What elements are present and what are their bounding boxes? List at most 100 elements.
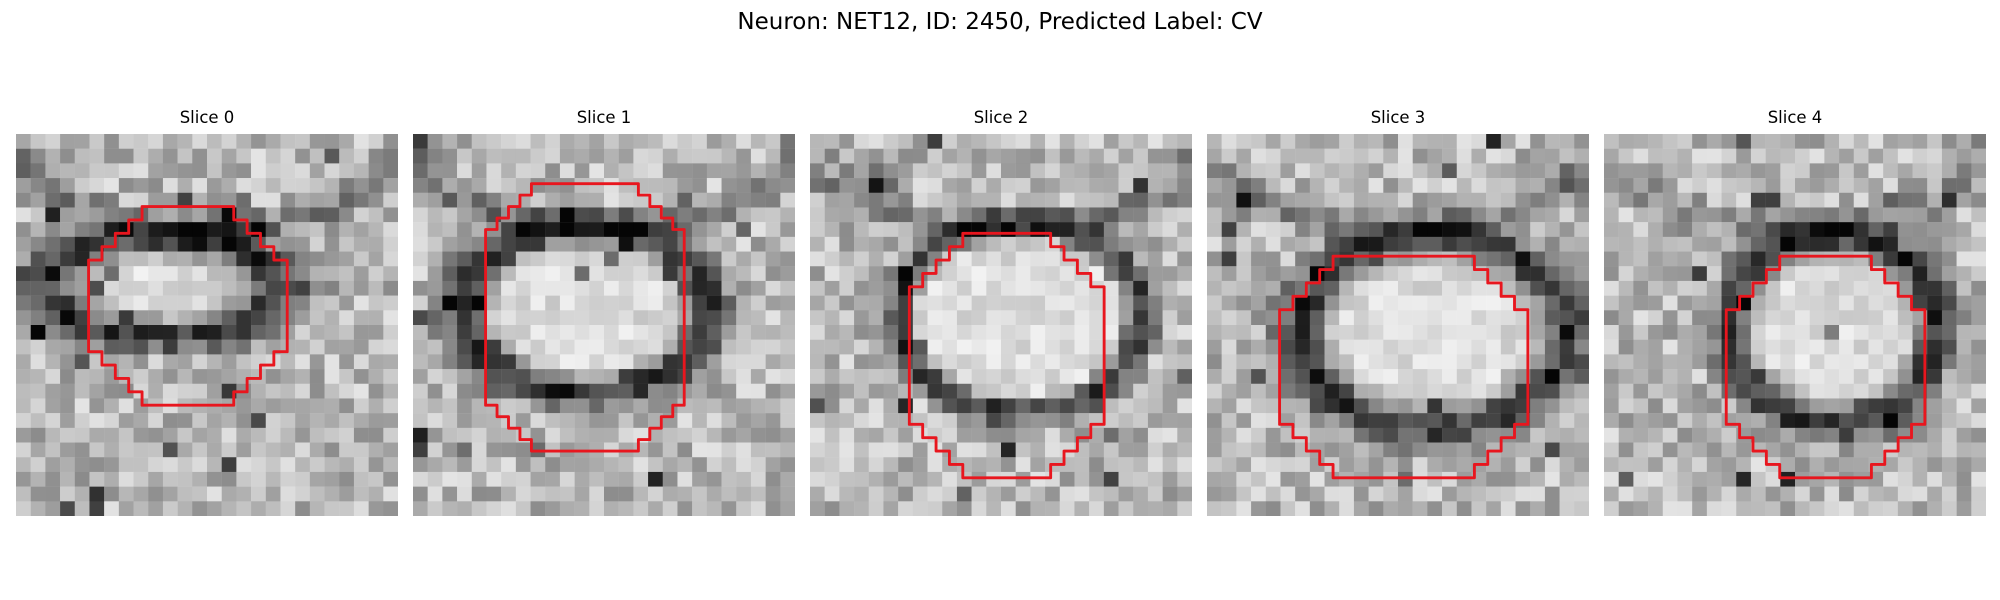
image-pixel bbox=[824, 442, 840, 458]
image-pixel bbox=[927, 148, 943, 164]
image-pixel bbox=[1236, 266, 1252, 282]
image-pixel bbox=[1103, 280, 1119, 296]
image-pixel bbox=[1309, 134, 1325, 149]
image-pixel bbox=[1118, 427, 1134, 443]
image-pixel bbox=[1883, 310, 1899, 326]
image-pixel bbox=[1486, 310, 1502, 326]
image-pixel bbox=[1398, 325, 1413, 340]
image-pixel bbox=[1648, 295, 1663, 311]
image-pixel bbox=[1265, 427, 1281, 443]
image-pixel bbox=[839, 148, 855, 164]
image-pixel bbox=[604, 325, 619, 340]
image-pixel bbox=[339, 178, 355, 193]
image-pixel bbox=[89, 207, 105, 223]
image-pixel bbox=[1030, 486, 1046, 502]
image-pixel bbox=[1721, 339, 1737, 355]
image-pixel bbox=[1574, 369, 1589, 384]
image-pixel bbox=[1207, 501, 1222, 516]
image-pixel bbox=[942, 427, 958, 443]
image-pixel bbox=[515, 310, 531, 326]
image-pixel bbox=[486, 163, 502, 179]
image-pixel bbox=[148, 383, 164, 399]
image-pixel bbox=[1809, 192, 1825, 208]
image-pixel bbox=[1956, 501, 1972, 516]
image-pixel bbox=[74, 192, 90, 208]
image-pixel bbox=[750, 148, 766, 164]
image-pixel bbox=[148, 163, 164, 179]
image-pixel bbox=[148, 266, 164, 282]
image-pixel bbox=[221, 251, 237, 267]
image-pixel bbox=[1677, 192, 1693, 208]
image-pixel bbox=[295, 134, 311, 149]
image-pixel bbox=[45, 383, 61, 399]
image-pixel bbox=[192, 222, 208, 238]
image-pixel bbox=[221, 369, 237, 384]
image-pixel bbox=[45, 207, 61, 223]
image-pixel bbox=[118, 501, 134, 516]
image-pixel bbox=[353, 192, 369, 208]
image-pixel bbox=[1868, 148, 1884, 164]
image-pixel bbox=[1030, 310, 1046, 326]
image-pixel bbox=[530, 207, 546, 223]
image-pixel bbox=[192, 236, 208, 252]
image-pixel bbox=[192, 457, 208, 473]
image-pixel bbox=[898, 427, 914, 443]
image-pixel bbox=[1795, 398, 1810, 414]
image-pixel bbox=[1074, 413, 1090, 429]
image-pixel bbox=[1912, 427, 1928, 443]
image-pixel bbox=[986, 369, 1002, 384]
image-pixel bbox=[1251, 148, 1266, 164]
image-pixel bbox=[45, 457, 61, 473]
image-pixel bbox=[1530, 280, 1546, 296]
image-pixel bbox=[1883, 354, 1899, 370]
image-pixel bbox=[133, 295, 149, 311]
image-pixel bbox=[721, 325, 737, 340]
image-pixel bbox=[1074, 207, 1090, 223]
image-pixel bbox=[1750, 310, 1766, 326]
image-pixel bbox=[898, 457, 914, 473]
image-pixel bbox=[1383, 471, 1399, 487]
image-pixel bbox=[1706, 442, 1722, 458]
image-pixel bbox=[221, 471, 237, 487]
image-pixel bbox=[280, 354, 296, 370]
image-pixel bbox=[1677, 501, 1693, 516]
image-pixel bbox=[177, 207, 193, 223]
image-pixel bbox=[1795, 339, 1810, 355]
image-pixel bbox=[457, 207, 472, 223]
image-pixel bbox=[457, 266, 472, 282]
image-pixel bbox=[1177, 236, 1192, 252]
image-pixel bbox=[1883, 280, 1899, 296]
image-pixel bbox=[1059, 325, 1075, 340]
image-pixel bbox=[192, 280, 208, 296]
image-pixel bbox=[1824, 266, 1840, 282]
image-pixel bbox=[706, 354, 722, 370]
image-pixel bbox=[1045, 192, 1060, 208]
image-pixel bbox=[1706, 163, 1722, 179]
image-pixel bbox=[1500, 339, 1516, 355]
image-pixel bbox=[530, 251, 546, 267]
image-pixel bbox=[353, 471, 369, 487]
image-pixel bbox=[339, 354, 355, 370]
image-pixel bbox=[1544, 471, 1560, 487]
image-pixel bbox=[1897, 501, 1913, 516]
image-pixel bbox=[898, 178, 914, 193]
image-pixel bbox=[368, 501, 384, 516]
image-pixel bbox=[648, 207, 663, 223]
image-pixel bbox=[1486, 134, 1502, 149]
image-pixel bbox=[736, 178, 752, 193]
image-pixel bbox=[1809, 134, 1825, 149]
image-pixel bbox=[16, 413, 31, 429]
image-pixel bbox=[574, 280, 590, 296]
image-pixel bbox=[368, 163, 384, 179]
image-pixel bbox=[501, 266, 517, 282]
image-pixel bbox=[942, 369, 958, 384]
image-pixel bbox=[1221, 339, 1237, 355]
image-pixel bbox=[162, 163, 178, 179]
image-pixel bbox=[1574, 354, 1589, 370]
image-pixel bbox=[118, 251, 134, 267]
image-pixel bbox=[1574, 266, 1589, 282]
image-pixel bbox=[559, 295, 575, 311]
image-pixel bbox=[1309, 178, 1325, 193]
image-pixel bbox=[1030, 207, 1046, 223]
image-pixel bbox=[1824, 369, 1840, 384]
